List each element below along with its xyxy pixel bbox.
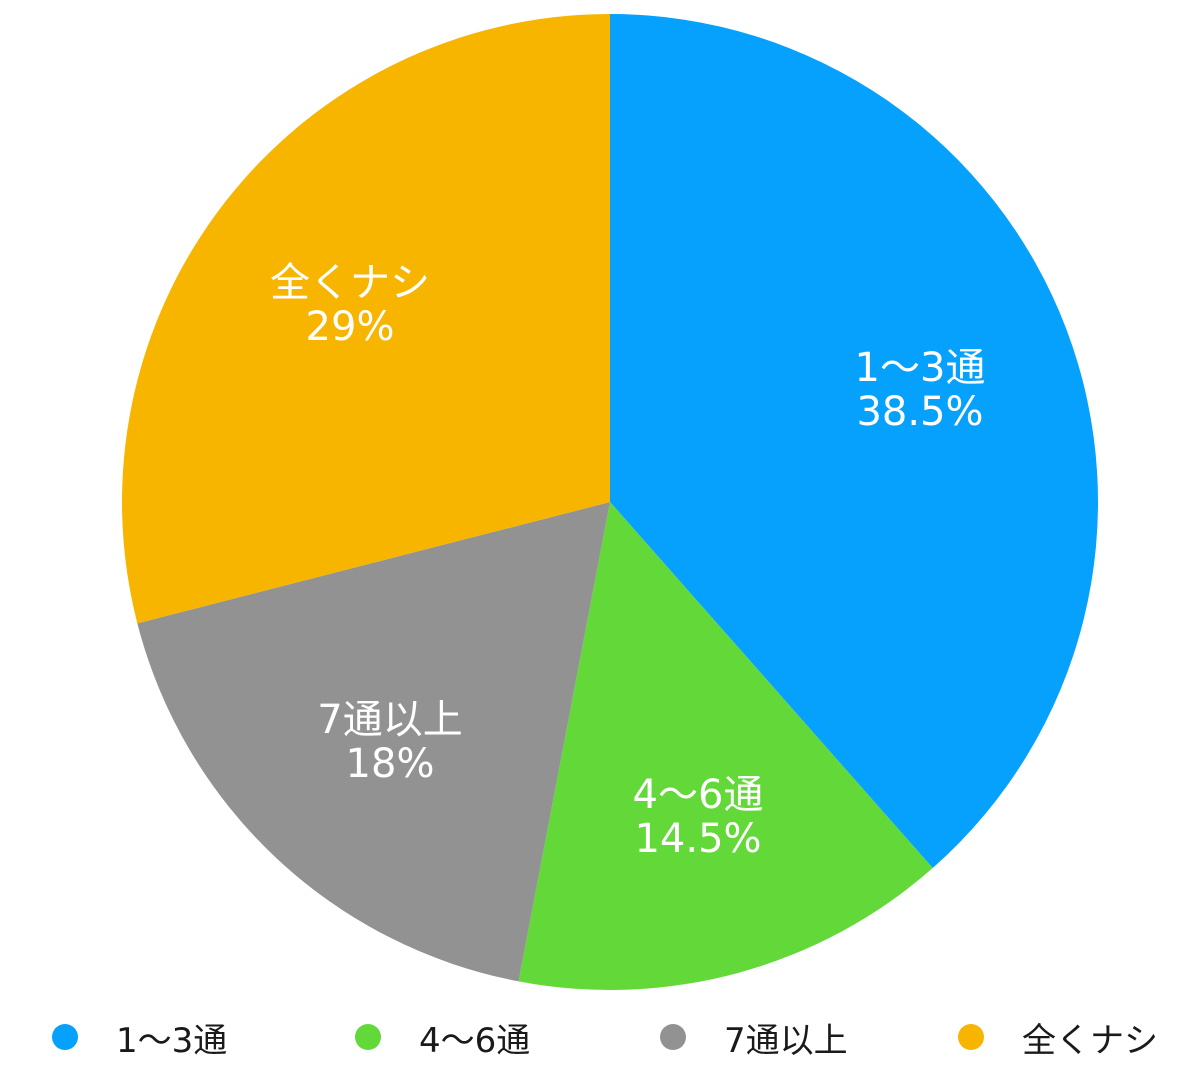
slice-4-6 [518,502,933,990]
slice-none [122,14,610,624]
slice-label-4-6: 4～6通 14.5% [633,773,764,861]
legend-item-7-plus: 7通以上 [660,1012,848,1062]
slice-category-none: 全くナシ [270,260,430,306]
legend-label-7-plus: 7通以上 [724,1020,848,1061]
slice-category-1-3: 1～3通 [854,345,986,391]
legend-swatch-4-6 [355,1024,381,1050]
slice-category-7-plus: 7通以上 [317,697,463,743]
slice-category-4-6: 4～6通 [632,772,764,818]
legend-swatch-none [958,1024,984,1050]
slice-value-4-6: 14.5% [634,816,762,862]
legend-label-none: 全くナシ [1022,1020,1158,1061]
slice-label-7-plus: 7通以上 18% [317,698,462,786]
pie-plot-area [122,14,1098,990]
legend-label-4-6: 4～6通 [419,1020,531,1061]
legend-item-1-3: 1～3通 [52,1012,227,1062]
slice-value-none: 29% [305,304,395,350]
legend-item-4-6: 4～6通 [355,1012,530,1062]
slice-label-none: 全くナシ 29% [270,261,430,349]
legend-swatch-7-plus [660,1024,686,1050]
slice-7-plus [137,502,610,982]
legend: 1～3通 4～6通 7通以上 全くナシ [0,1012,1200,1062]
legend-label-1-3: 1～3通 [116,1020,228,1061]
slice-value-7-plus: 18% [345,741,435,787]
slice-1-3 [610,14,1098,869]
slice-value-1-3: 38.5% [856,389,984,435]
slice-label-1-3: 1～3通 38.5% [855,346,986,434]
legend-item-none: 全くナシ [958,1012,1158,1062]
legend-swatch-1-3 [52,1024,78,1050]
